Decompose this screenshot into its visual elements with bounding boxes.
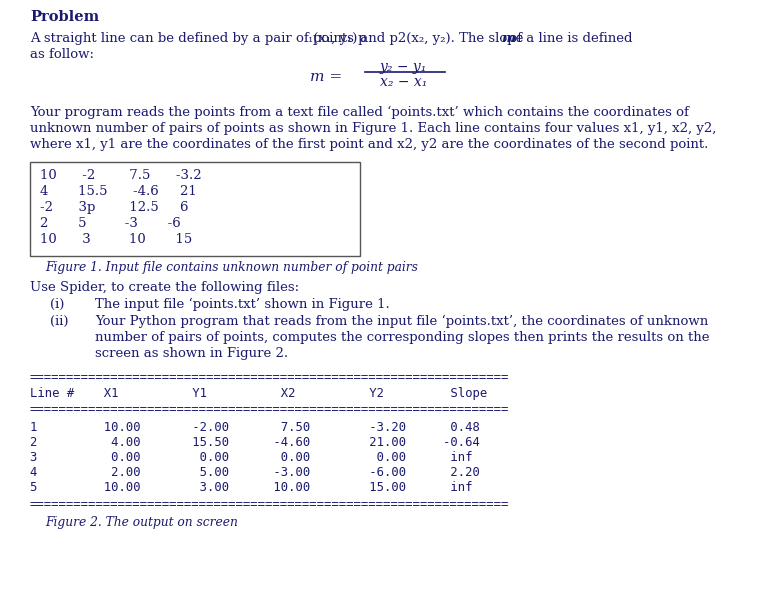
Text: 5         10.00        3.00      10.00        15.00      inf: 5 10.00 3.00 10.00 15.00 inf	[30, 481, 472, 494]
Text: and p2(x₂, y₂). The slope: and p2(x₂, y₂). The slope	[356, 32, 528, 45]
Text: Problem: Problem	[30, 10, 99, 24]
Text: Your program reads the points from a text file called ‘points.txt’ which contain: Your program reads the points from a tex…	[30, 106, 689, 119]
Text: =================================================================: ========================================…	[30, 371, 510, 384]
Text: 4          2.00        5.00      -3.00        -6.00      2.20: 4 2.00 5.00 -3.00 -6.00 2.20	[30, 466, 480, 479]
Text: m: m	[501, 32, 514, 45]
Text: =================================================================: ========================================…	[30, 498, 510, 511]
Text: 2       5         -3       -6: 2 5 -3 -6	[40, 217, 181, 230]
Text: 10      3         10       15: 10 3 10 15	[40, 233, 193, 246]
Text: as follow:: as follow:	[30, 48, 94, 61]
Text: 10      -2        7.5      -3.2: 10 -2 7.5 -3.2	[40, 169, 202, 182]
Text: where x1, y1 are the coordinates of the first point and x2, y2 are the coordinat: where x1, y1 are the coordinates of the …	[30, 138, 709, 151]
Text: =================================================================: ========================================…	[30, 403, 510, 416]
Text: Your Python program that reads from the input file ‘points.txt’, the coordinates: Your Python program that reads from the …	[95, 315, 709, 329]
Text: ₁(x₁, y₁): ₁(x₁, y₁)	[309, 32, 358, 45]
Bar	[30, 162, 360, 256]
Text: Figure 2. The output on screen: Figure 2. The output on screen	[45, 516, 238, 529]
Text: screen as shown in Figure 2.: screen as shown in Figure 2.	[95, 347, 288, 360]
Text: Use Spider, to create the following files:: Use Spider, to create the following file…	[30, 281, 299, 294]
Text: unknown number of pairs of points as shown in Figure 1. Each line contains four : unknown number of pairs of points as sho…	[30, 122, 716, 135]
Text: x₂ − x₁: x₂ − x₁	[380, 75, 428, 89]
Text: y₂ − y₁: y₂ − y₁	[380, 60, 428, 74]
Text: Line #    X1          Y1          X2          Y2         Slope: Line # X1 Y1 X2 Y2 Slope	[30, 387, 487, 400]
Text: A straight line can be defined by a pair of points p: A straight line can be defined by a pair…	[30, 32, 366, 45]
Text: 4       15.5      -4.6     21: 4 15.5 -4.6 21	[40, 185, 197, 198]
Text: Figure 1. Input file contains unknown number of point pairs: Figure 1. Input file contains unknown nu…	[45, 261, 418, 274]
Text: 2          4.00       15.50      -4.60        21.00     -0.64: 2 4.00 15.50 -4.60 21.00 -0.64	[30, 436, 480, 449]
Text: m =: m =	[310, 70, 342, 84]
Text: 3          0.00        0.00       0.00         0.00      inf: 3 0.00 0.00 0.00 0.00 inf	[30, 451, 472, 464]
Text: -2      3p        12.5     6: -2 3p 12.5 6	[40, 201, 189, 214]
Text: of a line is defined: of a line is defined	[504, 32, 632, 45]
Text: (i): (i)	[50, 298, 64, 311]
Text: number of pairs of points, computes the corresponding slopes then prints the res: number of pairs of points, computes the …	[95, 331, 709, 344]
Text: 1         10.00       -2.00       7.50        -3.20      0.48: 1 10.00 -2.00 7.50 -3.20 0.48	[30, 421, 480, 434]
Text: (ii): (ii)	[50, 315, 68, 328]
Text: The input file ‘points.txt’ shown in Figure 1.: The input file ‘points.txt’ shown in Fig…	[95, 298, 390, 311]
